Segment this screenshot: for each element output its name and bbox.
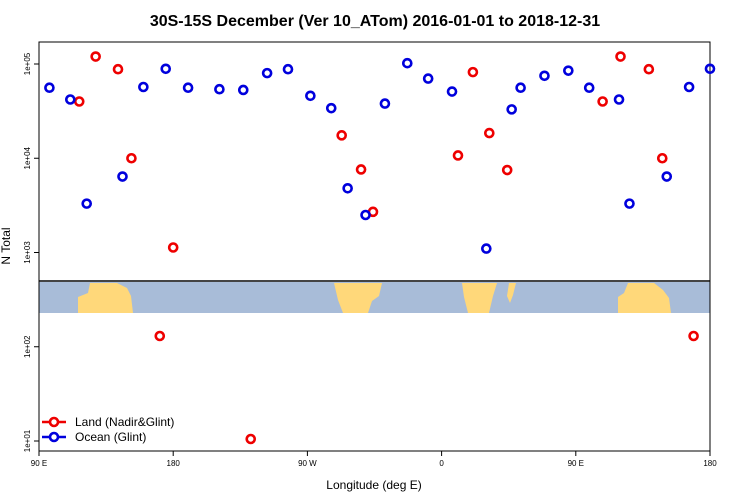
y-axis-label: N Total: [0, 227, 13, 264]
land-point: [452, 150, 464, 161]
land-point: [355, 164, 367, 175]
x-axis-label: Longitude (deg E): [326, 478, 421, 492]
plot-frame: [38, 41, 711, 452]
y-tick-label: 1e+04: [23, 146, 32, 169]
land-point: [90, 51, 101, 62]
land-point: [597, 96, 608, 107]
ocean-point: [44, 82, 55, 94]
y-tick-label: 1e+05: [23, 52, 32, 75]
legend-marker: [48, 416, 60, 428]
land-point: [615, 51, 626, 62]
data-points: [44, 51, 716, 445]
land-point: [126, 152, 137, 164]
land-masses: [78, 283, 671, 313]
x-tick-label: 180: [703, 459, 717, 468]
legend: Land (Nadir&Glint)Ocean (Glint): [42, 415, 174, 444]
land-point: [245, 433, 257, 445]
ocean-point: [613, 94, 625, 105]
land-point: [167, 242, 179, 253]
land-point: [154, 330, 166, 342]
y-axis: 1e+01 1e+02 1e+03 1e+04 1e+05: [23, 52, 39, 452]
y-tick-label: 1e+03: [23, 241, 32, 264]
x-tick-label: 0: [439, 459, 444, 468]
chart-title: 30S-15S December (Ver 10_ATom) 2016-01-0…: [150, 13, 600, 30]
legend-marker: [48, 431, 60, 443]
ocean-point: [683, 81, 695, 93]
land-point: [501, 164, 513, 176]
x-tick-label: 180: [167, 459, 181, 468]
land-point: [656, 152, 668, 164]
x-tick-label: 90 W: [298, 459, 317, 468]
land-point: [112, 63, 124, 75]
ocean-point: [360, 209, 371, 221]
land-point: [73, 96, 85, 107]
ocean-point: [379, 98, 391, 109]
ocean-point: [583, 82, 595, 94]
land-point: [467, 66, 479, 78]
ocean-point: [704, 63, 716, 75]
ocean-point: [515, 82, 526, 94]
land-point: [484, 127, 495, 139]
ocean-point: [539, 70, 550, 82]
legend-label: Ocean (Glint): [75, 430, 146, 444]
land-point: [643, 63, 655, 75]
ocean-point: [81, 198, 93, 209]
ocean-point: [237, 84, 249, 96]
ocean-point: [182, 82, 194, 94]
ocean-point: [138, 81, 149, 93]
ocean-point: [325, 102, 337, 114]
ocean-point: [160, 63, 172, 75]
ocean-point: [661, 171, 673, 182]
legend-label: Land (Nadir&Glint): [75, 415, 174, 429]
land-point: [336, 130, 347, 141]
ocean-point: [261, 67, 273, 79]
map-strip: [39, 280, 710, 313]
ocean-point: [446, 86, 458, 97]
ocean-point: [305, 90, 316, 102]
ocean-point: [117, 171, 128, 182]
x-tick-label: 90 E: [568, 459, 584, 468]
ocean-point: [282, 63, 294, 75]
ocean-point: [342, 182, 353, 194]
ocean-point: [65, 94, 76, 105]
ocean-point: [563, 65, 574, 76]
x-tick-label: 90 E: [31, 459, 47, 468]
x-axis: 90 E 180 90 W 0 90 E 180: [31, 451, 717, 468]
ocean-point: [624, 198, 635, 209]
ocean-point: [506, 104, 517, 115]
ocean-point: [214, 83, 225, 95]
ocean-point: [422, 73, 434, 84]
ocean-point: [402, 57, 413, 69]
ocean-point: [481, 243, 492, 254]
y-tick-label: 1e+01: [23, 429, 32, 452]
land-point: [688, 330, 699, 342]
y-tick-label: 1e+02: [23, 335, 32, 358]
